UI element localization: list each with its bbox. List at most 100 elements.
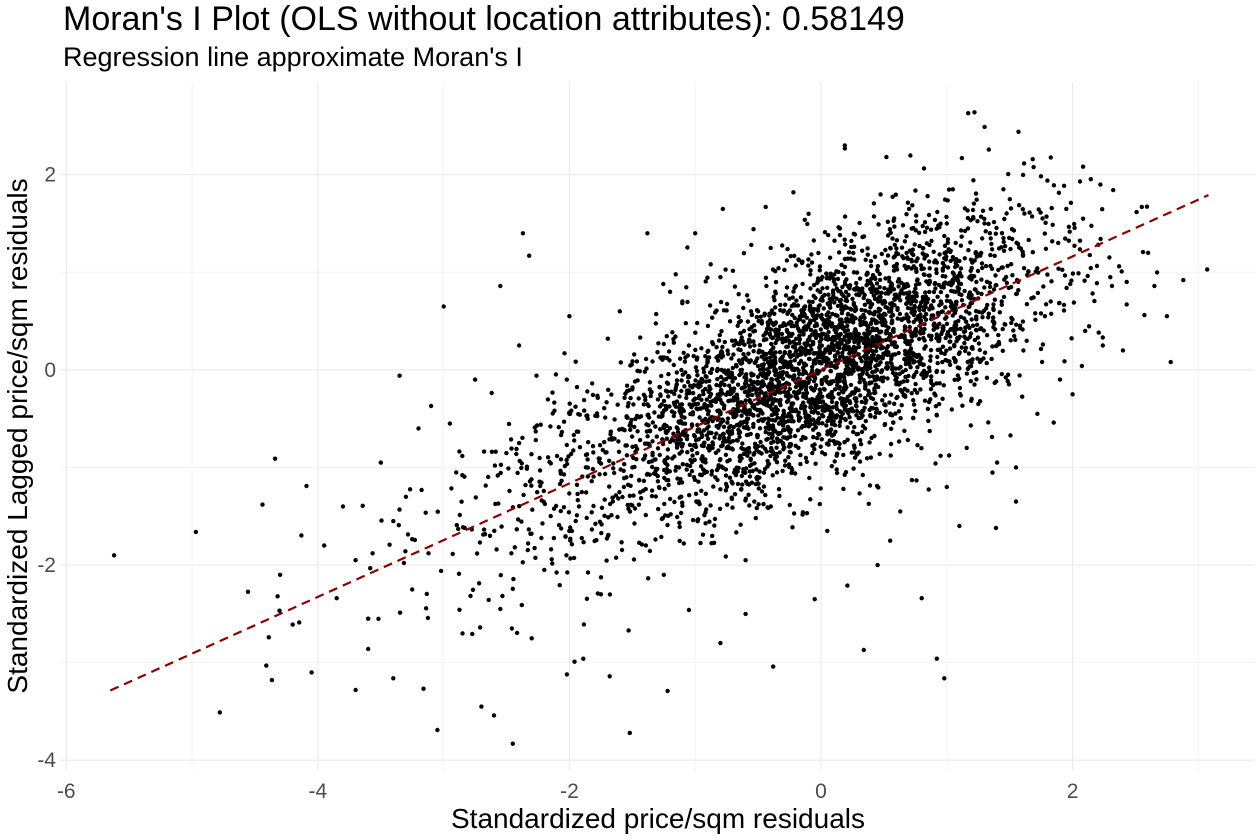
data-point — [866, 501, 871, 506]
data-point — [911, 360, 916, 365]
data-point — [702, 470, 707, 476]
data-point — [758, 314, 763, 319]
data-point — [705, 323, 711, 329]
data-point — [904, 301, 909, 306]
data-point — [732, 284, 738, 289]
data-point — [703, 379, 709, 384]
data-point — [593, 413, 598, 418]
data-point — [752, 406, 757, 411]
data-point — [842, 281, 848, 287]
y-tick-label: 0 — [44, 359, 56, 382]
data-point — [865, 371, 870, 377]
data-point — [585, 474, 590, 479]
data-point — [1008, 433, 1013, 438]
data-point — [596, 456, 601, 461]
data-point — [968, 296, 973, 301]
regression-line-layer — [109, 194, 1209, 692]
data-point — [630, 465, 635, 470]
data-point — [725, 420, 730, 425]
data-point — [758, 439, 763, 445]
data-point — [834, 286, 839, 291]
data-point — [845, 311, 851, 317]
data-point — [768, 453, 773, 459]
data-point — [1000, 348, 1005, 353]
data-point — [549, 557, 554, 562]
data-point — [986, 311, 991, 316]
x-tick-label: -6 — [57, 780, 76, 803]
data-point — [957, 258, 962, 264]
data-point — [679, 449, 684, 454]
data-point — [771, 345, 776, 350]
data-point — [857, 288, 862, 293]
data-point — [585, 413, 590, 418]
data-point — [958, 326, 963, 331]
data-point — [921, 308, 927, 313]
data-point — [694, 368, 699, 374]
data-point — [460, 453, 465, 459]
data-point — [841, 452, 846, 458]
data-point — [861, 647, 866, 653]
data-point — [1009, 262, 1014, 267]
data-point — [928, 358, 933, 363]
data-point — [686, 607, 692, 613]
data-point — [806, 380, 811, 385]
data-point — [1011, 328, 1016, 333]
data-point — [1086, 324, 1092, 329]
data-point — [800, 281, 805, 287]
data-point — [843, 343, 848, 348]
data-point — [665, 381, 671, 386]
data-point — [746, 298, 751, 303]
data-point — [729, 446, 735, 451]
data-point — [857, 338, 862, 344]
data-point — [477, 625, 483, 630]
data-point — [1001, 187, 1006, 192]
data-point — [1004, 211, 1009, 216]
data-point — [723, 473, 729, 478]
data-point — [703, 521, 708, 526]
data-point — [800, 510, 806, 515]
data-point — [524, 464, 530, 469]
data-point — [855, 335, 861, 340]
data-point — [762, 311, 767, 317]
data-point — [672, 391, 677, 397]
data-point — [938, 289, 944, 295]
data-point — [724, 445, 729, 451]
data-point — [1038, 346, 1044, 352]
data-point — [632, 521, 637, 526]
data-point — [837, 446, 842, 451]
data-point — [879, 368, 885, 373]
data-point — [590, 381, 595, 386]
data-point — [707, 303, 713, 308]
data-point — [624, 383, 630, 388]
data-point — [769, 310, 774, 316]
data-point — [591, 503, 596, 509]
data-point — [290, 622, 295, 627]
data-point — [617, 309, 622, 314]
data-point — [616, 449, 622, 454]
data-point — [902, 386, 907, 392]
data-point — [902, 324, 908, 329]
data-point — [698, 464, 704, 469]
data-point — [877, 277, 883, 283]
data-point — [1069, 336, 1074, 341]
data-point — [564, 672, 570, 677]
data-point — [548, 513, 553, 519]
data-point — [873, 356, 878, 362]
data-point — [968, 379, 973, 384]
data-point — [819, 437, 824, 442]
data-point — [834, 470, 840, 476]
data-point — [628, 363, 633, 368]
data-point — [1098, 236, 1103, 242]
data-point — [627, 509, 633, 514]
data-point — [723, 267, 728, 272]
data-point — [803, 362, 809, 368]
data-point — [938, 221, 943, 226]
data-point — [678, 510, 684, 516]
data-point — [742, 384, 748, 390]
data-point — [819, 355, 824, 360]
data-point — [727, 383, 732, 388]
data-point — [738, 318, 743, 324]
data-point — [864, 332, 869, 337]
data-point — [619, 540, 624, 545]
data-point — [937, 252, 942, 257]
